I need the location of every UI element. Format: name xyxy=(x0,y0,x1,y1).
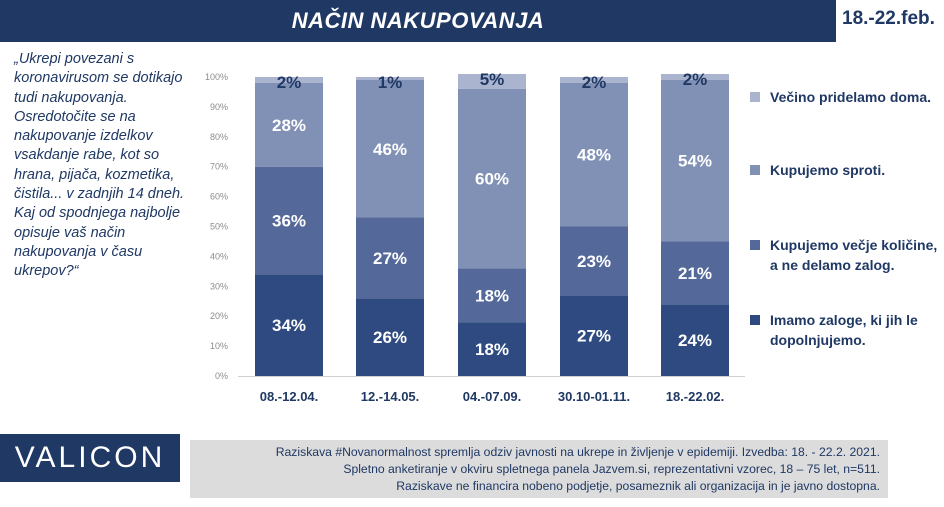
legend-label: Kupujemo sproti. xyxy=(770,162,886,178)
data-label: 27% xyxy=(373,249,407,268)
y-tick-label: 90% xyxy=(210,102,228,112)
legend-swatch xyxy=(750,240,760,250)
footer-line-1: Raziskava #Novanormalnost spremlja odziv… xyxy=(275,445,880,459)
legend-item: Kupujemo večje količine, a ne delamo zal… xyxy=(750,235,940,275)
legend-swatch xyxy=(750,315,760,325)
bar-segment xyxy=(356,217,424,299)
y-tick-label: 50% xyxy=(210,222,228,232)
data-label: 54% xyxy=(678,152,712,171)
bar-segment xyxy=(661,241,729,305)
data-label: 46% xyxy=(373,140,407,159)
x-tick-label: 18.-22.02. xyxy=(666,389,725,404)
footer-line-2: Spletno anketiranje v okviru spletnega p… xyxy=(343,462,880,476)
data-label: 34% xyxy=(272,316,306,335)
legend-label: Imamo zaloge, ki jih le dopolnjujemo. xyxy=(770,312,918,348)
data-label: 5% xyxy=(480,70,505,89)
data-label: 27% xyxy=(577,327,611,346)
bar-segment xyxy=(458,268,526,323)
bar-segment xyxy=(356,79,424,218)
data-label: 18% xyxy=(475,340,509,359)
survey-question: „Ukrepi povezani s koronavirusom se doti… xyxy=(14,51,185,280)
y-tick-label: 70% xyxy=(210,162,228,172)
legend-item: Večino pridelamo doma. xyxy=(750,87,940,107)
footer-line-3: Raziskave ne financira nobeno podjetje, … xyxy=(396,479,880,493)
stacked-bar-chart: 0% 10% 20% 30% 40% 50% 60% 70% 80% 90% 100% 34% 36% 2… xyxy=(205,70,745,404)
y-tick-label: 100% xyxy=(205,72,228,82)
legend-item: Imamo zaloge, ki jih le dopolnjujemo. xyxy=(750,310,940,350)
y-tick-label: 30% xyxy=(210,281,228,291)
bar-segment xyxy=(560,226,628,296)
bar-segment xyxy=(661,74,729,80)
x-tick-label: 12.-14.05. xyxy=(361,389,420,404)
data-label: 1% xyxy=(378,73,403,92)
data-label: 21% xyxy=(678,264,712,283)
bar-segment xyxy=(458,74,526,89)
bar-segment xyxy=(458,88,526,269)
y-tick-label: 60% xyxy=(210,192,228,202)
bar-segment xyxy=(255,274,323,376)
bar-segment xyxy=(356,77,424,80)
y-tick-label: 20% xyxy=(210,311,228,321)
valicon-logo: VALICON xyxy=(0,434,180,482)
data-label: 28% xyxy=(272,116,306,135)
bar-segment xyxy=(560,77,628,83)
data-label: 26% xyxy=(373,328,407,347)
bar-segment xyxy=(560,82,628,227)
y-tick-label: 40% xyxy=(210,251,228,261)
data-label: 23% xyxy=(577,252,611,271)
data-label: 18% xyxy=(475,286,509,305)
x-tick-label: 08.-12.04. xyxy=(260,389,319,404)
bar-segment xyxy=(356,298,424,376)
y-tick-label: 80% xyxy=(210,132,228,142)
data-label: 2% xyxy=(582,73,607,92)
legend-label: Kupujemo večje količine, a ne delamo zal… xyxy=(770,237,938,273)
legend-swatch xyxy=(750,92,760,102)
data-label: 48% xyxy=(577,146,611,165)
bar-segment xyxy=(560,295,628,376)
legend-item: Kupujemo sproti. xyxy=(750,160,940,180)
y-tick-label: 10% xyxy=(210,341,228,351)
legend-label: Večino pridelamo doma. xyxy=(770,89,932,105)
footer-note: Raziskava #Novanormalnost spremlja odziv… xyxy=(190,440,888,498)
chart-title: NAČIN NAKUPOVANJA xyxy=(0,0,836,42)
date-range-label: 18.-22.feb. xyxy=(842,8,935,29)
x-tick-label: 04.-07.09. xyxy=(463,389,522,404)
data-label: 60% xyxy=(475,170,509,189)
legend-swatch xyxy=(750,165,760,175)
y-tick-label: 0% xyxy=(215,371,228,381)
x-tick-label: 30.10-01.11. xyxy=(558,389,630,404)
bar-segment xyxy=(661,79,729,242)
data-label: 2% xyxy=(683,70,708,89)
bar-segment xyxy=(255,82,323,167)
bar-segment xyxy=(458,322,526,376)
bar-segment xyxy=(661,304,729,376)
bar-segment xyxy=(255,77,323,83)
data-label: 24% xyxy=(678,331,712,350)
data-label: 36% xyxy=(272,212,306,231)
data-label: 2% xyxy=(277,73,302,92)
bar-segment xyxy=(255,166,323,275)
